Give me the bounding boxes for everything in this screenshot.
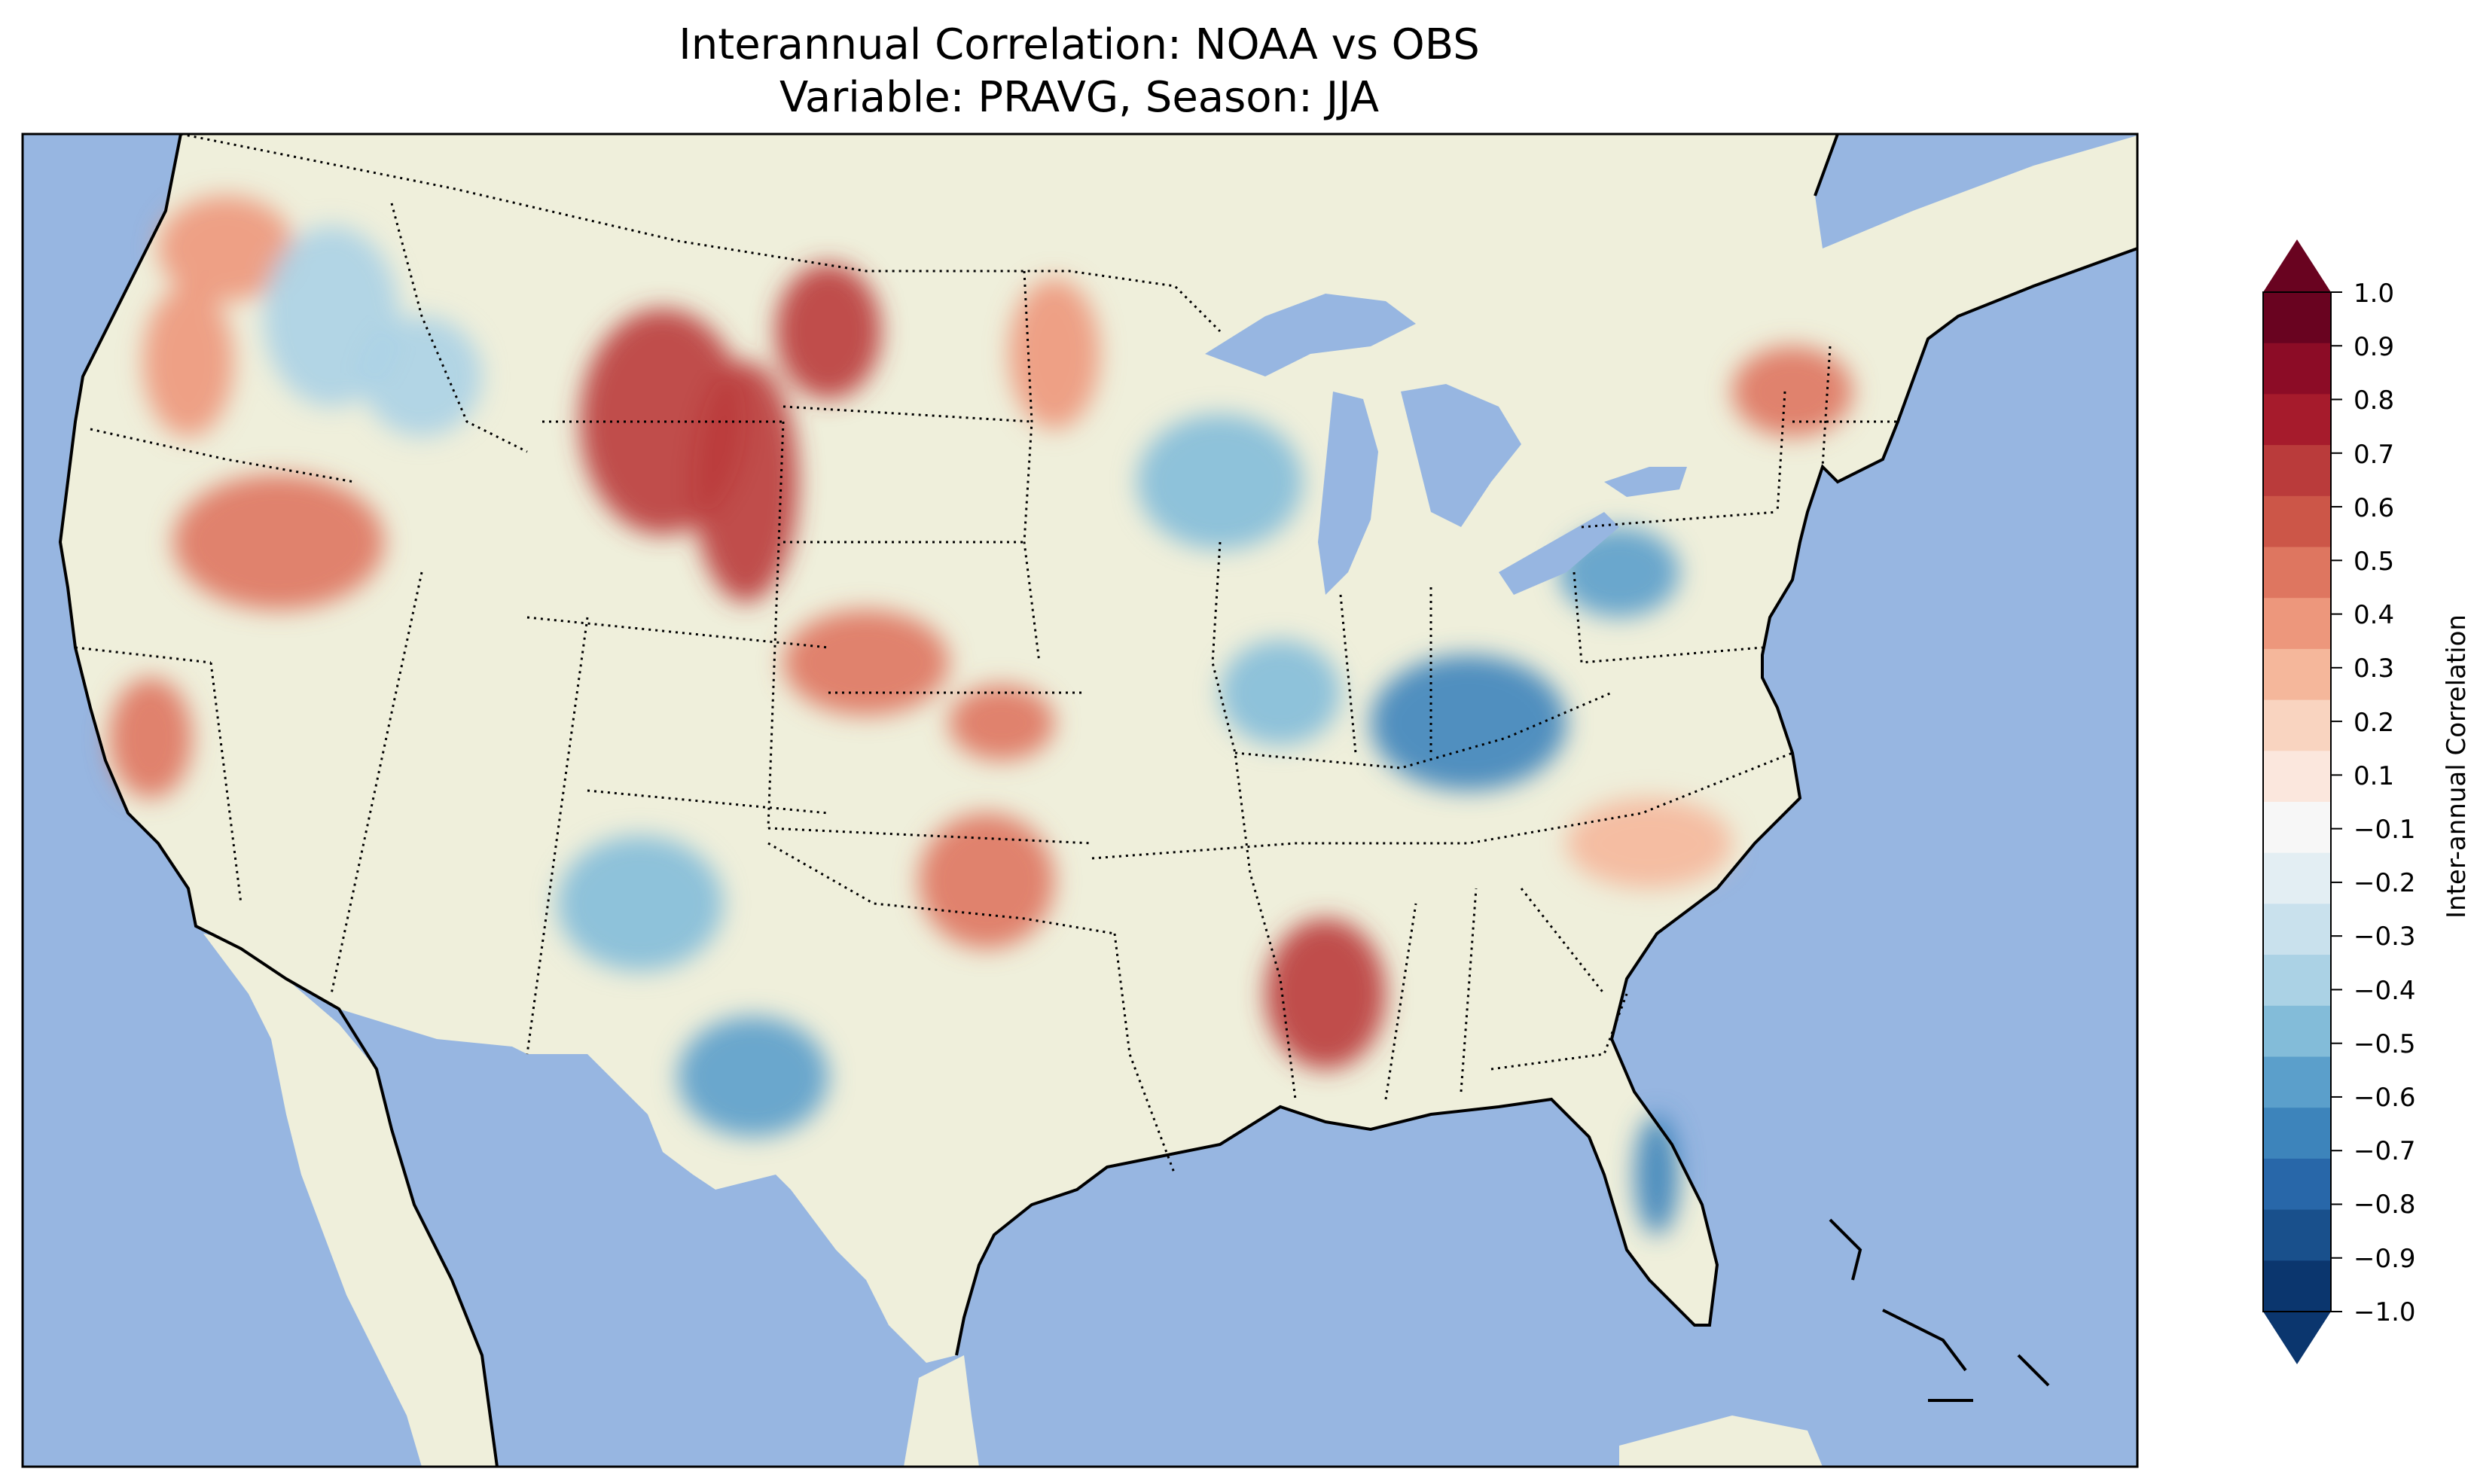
- lake-ontario: [1604, 467, 1687, 497]
- state-borders: [75, 134, 1898, 1175]
- correlation-anomaly: [557, 836, 723, 971]
- colorbar-tick-label: 1.0: [2354, 279, 2395, 309]
- colorbar-frame: [2262, 291, 2332, 1312]
- border-wa-or: [90, 428, 355, 483]
- colorbar-tick-label: −0.5: [2354, 1029, 2416, 1059]
- colorbar-band: [2263, 292, 2331, 344]
- border-ut-co: [526, 617, 589, 1055]
- colorbar-band: [2263, 802, 2331, 854]
- correlation-anomaly: [143, 286, 233, 437]
- colorbar-tick-label: −0.4: [2354, 976, 2416, 1006]
- colorbar-band: [2263, 547, 2331, 599]
- colorbar-tick-label: −0.7: [2354, 1136, 2416, 1166]
- coastline: [58, 134, 2137, 1467]
- great-lakes: [1205, 294, 1687, 595]
- colorbar-tick-label: 0.9: [2354, 332, 2395, 362]
- colorbar-tick-label: −0.2: [2354, 868, 2416, 898]
- map-frame: [21, 133, 2139, 1468]
- colorbar-band: [2263, 904, 2331, 955]
- colorbar-tick-label: −0.3: [2354, 922, 2416, 952]
- colorbar-band: [2263, 1108, 2331, 1159]
- colorbar-extend-max: [2263, 239, 2331, 292]
- correlation-anomaly: [158, 196, 294, 301]
- correlation-anomaly: [783, 610, 949, 715]
- colorbar-tick-label: −0.9: [2354, 1244, 2416, 1274]
- border-pa: [1573, 510, 1778, 664]
- correlation-anomaly: [173, 474, 384, 610]
- colorbar-band: [2263, 1056, 2331, 1108]
- border-mn-west: [1023, 270, 1041, 663]
- border-oh-in: [1339, 587, 1432, 754]
- border-co-east: [767, 421, 785, 829]
- border-or-ca: [75, 646, 212, 664]
- colorbar-tick-label: 0.8: [2354, 385, 2395, 416]
- colorbar-band: [2263, 648, 2331, 701]
- colorbar-band: [2263, 343, 2331, 395]
- border-nv-ut: [330, 571, 423, 995]
- border-co-north: [526, 616, 829, 649]
- correlation-anomaly: [1265, 919, 1386, 1069]
- correlation-anomaly: [1732, 346, 1853, 437]
- colorbar-band: [2263, 495, 2331, 547]
- colorbar-band: [2263, 699, 2331, 751]
- colorbar-band: [2263, 445, 2331, 497]
- colorbar-tick-label: 0.7: [2354, 440, 2395, 470]
- correlation-anomaly: [1220, 640, 1341, 745]
- correlation-anomaly: [361, 316, 482, 437]
- colorbar-band: [2263, 1005, 2331, 1057]
- correlation-anomaly: [1137, 414, 1303, 550]
- correlation-anomaly: [1371, 655, 1566, 791]
- lake-michigan: [1318, 392, 1378, 595]
- border-id-mt: [390, 203, 528, 453]
- colorbar-tick-label: −0.6: [2354, 1083, 2416, 1113]
- chart-title-line1: Interannual Correlation: NOAA vs OBS: [679, 20, 1480, 69]
- correlation-anomaly: [1009, 279, 1100, 429]
- correlation-anomaly: [1634, 1114, 1679, 1235]
- lake-huron: [1401, 384, 1521, 527]
- map-panel: [23, 134, 2137, 1467]
- colorbar-band: [2263, 598, 2331, 650]
- border-mo-ar: [1091, 751, 1793, 860]
- correlation-anomaly: [919, 813, 1054, 949]
- colorbar-tick-label: 0.5: [2354, 547, 2395, 577]
- correlation-anomaly: [693, 361, 798, 602]
- correlation-anomaly: [678, 1016, 828, 1137]
- colorbar-extend-min: [2263, 1312, 2331, 1364]
- colorbar-tick-label: −0.8: [2354, 1190, 2416, 1220]
- border-dakotas: [782, 405, 1033, 544]
- chart-title-line2: Variable: PRAVG, Season: JJA: [779, 73, 1380, 122]
- colorbar-tick-label: 0.3: [2354, 654, 2395, 684]
- border-southeast: [1384, 888, 1628, 1100]
- correlation-anomaly: [949, 685, 1054, 760]
- lake-erie: [1499, 512, 1619, 595]
- colorbar-tick-label: 0.1: [2354, 761, 2395, 791]
- colorbar: [2262, 239, 2342, 1364]
- colorbar-tick-label: 0.6: [2354, 493, 2395, 523]
- colorbar-band: [2263, 955, 2331, 1007]
- colorbar-band: [2263, 1260, 2331, 1312]
- correlation-anomaly: [776, 264, 881, 399]
- border-tx-ok: [767, 842, 1115, 935]
- correlation-field: [109, 196, 1853, 1235]
- land-north-america: [23, 134, 2137, 1467]
- colorbar-tick-label: −0.1: [2354, 815, 2416, 845]
- border-canada: [180, 134, 1222, 333]
- correlation-anomaly: [1566, 798, 1732, 888]
- correlation-anomaly: [109, 678, 192, 798]
- colorbar-band: [2263, 751, 2331, 803]
- colorbar-band: [2263, 852, 2331, 904]
- border-ky-tn: [1234, 691, 1612, 769]
- colorbar-band: [2263, 1158, 2331, 1211]
- colorbar-band: [2263, 394, 2331, 446]
- colorbar-tick-label: 0.2: [2354, 708, 2395, 738]
- lake-superior: [1205, 294, 1416, 376]
- colorbar-tick-label: 0.4: [2354, 600, 2395, 630]
- colorbar-band: [2263, 1209, 2331, 1261]
- colorbar-title: Inter-annual Correlation: [2442, 614, 2472, 919]
- colorbar-tick-label: −1.0: [2354, 1297, 2416, 1327]
